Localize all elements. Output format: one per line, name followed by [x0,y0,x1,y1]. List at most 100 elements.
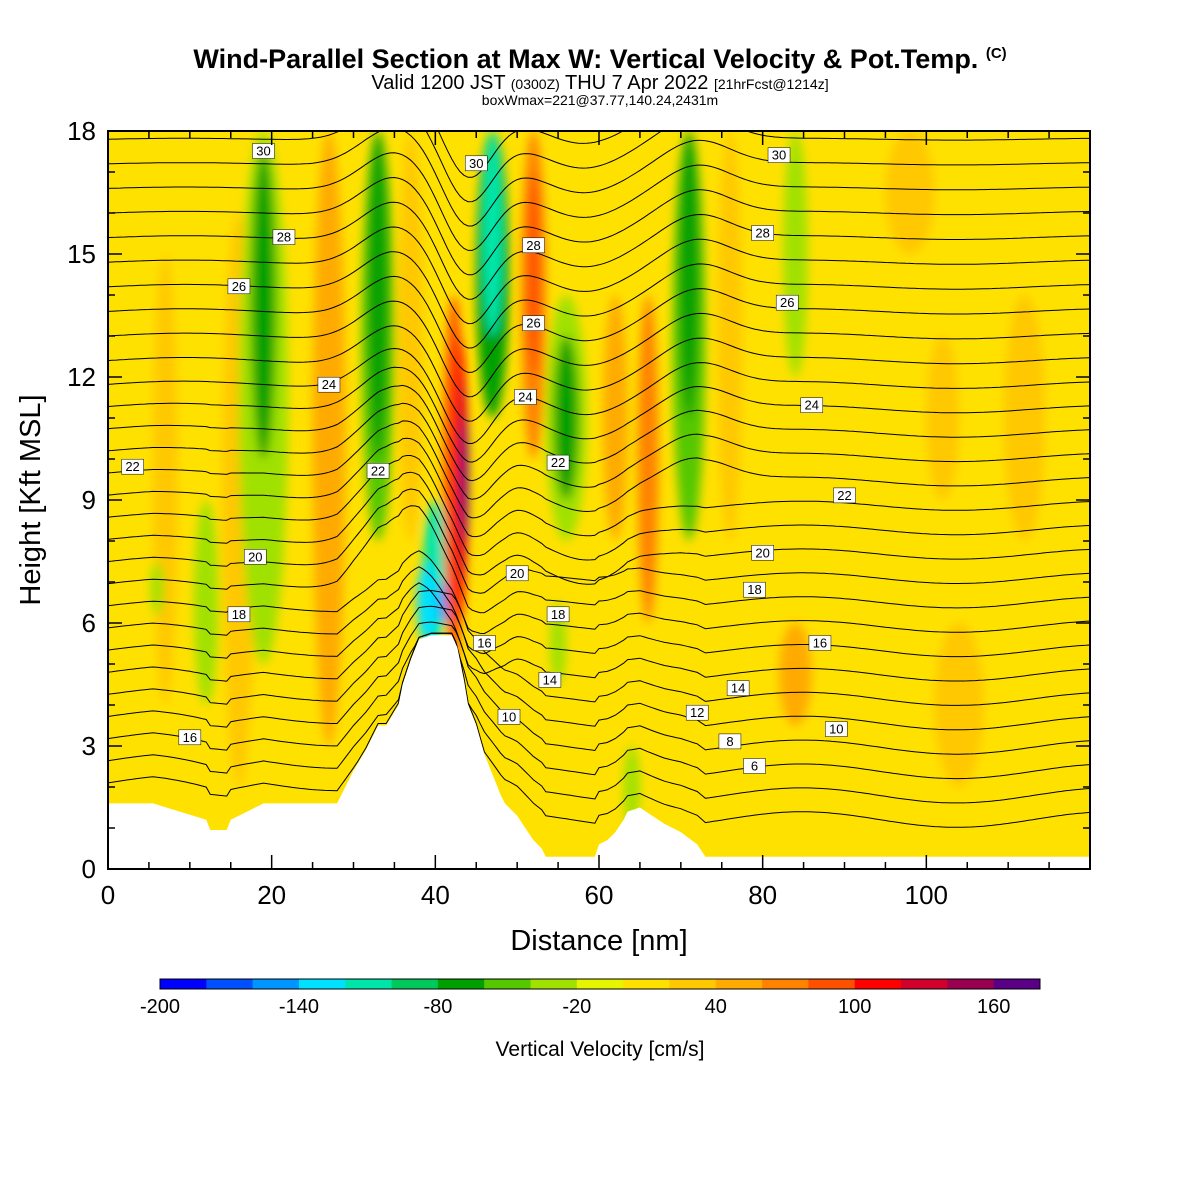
theta-label-box [522,315,545,331]
theta-contour-line [108,488,1090,594]
theta-contour-line [108,131,1090,227]
theta-label: 28 [272,229,296,245]
velocity-band [783,131,808,377]
theta-label-box [465,155,488,172]
theta-label-text: 20 [248,549,262,564]
theta-contour-line [108,201,1090,300]
theta-label: 24 [514,389,537,405]
theta-label-box [800,397,824,413]
theta-contour-line [108,402,1090,500]
y-tick-label: 0 [82,854,96,884]
theta-label-text: 10 [502,709,516,724]
theta-label-box [227,606,251,623]
theta-label: 30 [465,155,488,172]
theta-label-box [366,463,390,479]
colorbar-frame [159,978,1041,990]
theta-label-text: 14 [543,672,557,687]
colorbar-tick-label: -20 [562,996,591,1018]
colorbar-tick-label: -80 [423,996,452,1018]
theta-label-text: 22 [371,463,385,478]
colorbar-swatch [576,979,624,989]
theta-label: 14 [726,680,750,696]
theta-label: 10 [497,709,521,725]
theta-contour-line [108,384,1090,482]
x-tick-label: 100 [905,880,948,910]
colorbar-swatch [252,979,300,989]
theta-contour-line [108,455,1090,561]
theta-label: 16 [473,635,496,651]
theta-contour-line [108,176,1090,276]
velocity-band [637,295,659,623]
x-tick-label: 0 [101,880,115,910]
theta-label: 28 [522,237,545,254]
colorbar-swatch [808,979,856,989]
title-main: Wind-Parallel Section at Max W: Vertical… [193,44,979,74]
theta-label-text: 16 [813,636,827,651]
colorbar-swatch [623,979,670,989]
colorbar-swatch [160,979,207,989]
theta-contour-line [108,366,1090,463]
theta-label: 16 [178,729,202,746]
theta-label-text: 16 [183,730,197,745]
velocity-band [398,131,424,541]
theta-contour-line [108,621,1090,755]
velocity-band [885,131,935,254]
velocity-band [852,664,902,828]
forecast-info: [21hrFcst@1214z] [713,76,829,92]
valid-time: Valid 1200 JST (0300Z) THU 7 Apr 2022 [2… [0,72,1200,95]
colorbar-swatch [206,979,254,989]
theta-label: 8 [718,733,742,750]
colorbar-swatch [947,979,995,989]
theta-label: 20 [244,549,267,565]
theta-label: 14 [538,672,562,688]
theta-label-box [505,565,529,582]
y-tick-label: 12 [67,362,96,392]
theta-label-box [767,147,791,163]
theta-label-text: 14 [731,681,745,696]
colorbar-swatch [298,979,346,989]
theta-label-box [546,606,570,623]
theta-contour-line [108,632,1090,780]
theta-contour-line [108,566,1090,658]
theta-label: 20 [751,545,774,561]
colorbar-swatch [762,979,809,989]
x-tick-label: 40 [421,880,450,910]
theta-label-text: 20 [510,566,524,581]
colorbar-swatch [715,979,763,989]
theta-label-text: 28 [277,230,291,245]
theta-label-box [726,680,750,696]
velocity-band [623,746,640,828]
colorbar-tick-label: 40 [705,996,727,1018]
theta-label-box [317,376,341,393]
theta-label-box [497,709,521,725]
y-tick-label: 6 [82,608,96,638]
theta-label: 26 [227,278,251,295]
theta-label-text: 10 [829,722,843,737]
theta-label: 22 [546,454,570,471]
theta-label: 18 [227,606,251,623]
theta-label-box [121,458,144,475]
colorbar-label: Vertical Velocity [cm/s] [496,1038,705,1061]
theta-label-box [538,672,562,688]
y-tick-label: 15 [67,239,96,269]
y-tick-label: 18 [67,116,96,146]
theta-label-box [685,704,709,721]
colorbar: -200 -140 -80 -20 40 100 160 [140,978,1041,1018]
y-tick-label: 9 [82,485,96,515]
theta-contour-line [108,582,1090,682]
theta-label: 30 [252,143,275,159]
boxwmax-info: boxWmax=221@37.77,140.24,2431m [481,92,719,108]
axes: 0 20 40 60 80 100 0 3 6 9 12 15 18 [67,116,1090,910]
theta-contour-line [108,605,1090,731]
theta-label-box [718,733,742,750]
theta-label: 22 [833,487,856,504]
theta-label-box [522,237,545,254]
theta-label-box [252,143,275,159]
theta-label-box [272,229,296,245]
theta-label: 6 [743,758,766,774]
theta-contour-line [108,226,1090,325]
theta-label-text: 12 [690,705,704,720]
colorbar-swatch [345,979,393,989]
colorbar-tick-label: 100 [838,996,871,1018]
